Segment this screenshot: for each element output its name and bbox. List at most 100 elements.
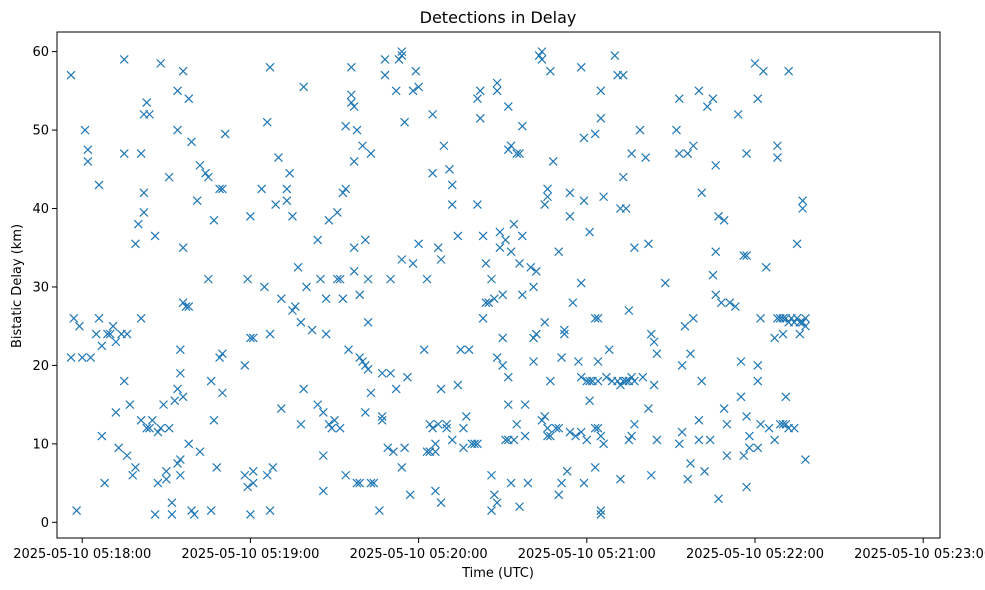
data-point xyxy=(313,235,323,245)
chart-title: Detections in Delay xyxy=(420,8,577,27)
data-point xyxy=(156,58,166,68)
data-point xyxy=(517,121,527,131)
data-point xyxy=(596,506,606,515)
data-point xyxy=(332,274,342,284)
data-point xyxy=(405,490,415,500)
data-point xyxy=(419,345,429,355)
data-point xyxy=(576,278,586,288)
data-point xyxy=(744,431,754,441)
data-point xyxy=(189,510,199,519)
data-point xyxy=(644,239,653,249)
data-point xyxy=(596,510,606,519)
data-point xyxy=(422,274,432,284)
data-point xyxy=(136,415,146,425)
data-point xyxy=(108,321,118,331)
data-point xyxy=(86,353,96,362)
data-point xyxy=(801,455,810,464)
data-point xyxy=(590,129,600,139)
data-point xyxy=(69,313,79,323)
data-point xyxy=(341,121,351,131)
data-point xyxy=(792,239,802,249)
data-point xyxy=(624,306,634,315)
data-point xyxy=(753,94,763,104)
data-point xyxy=(374,506,384,515)
data-point xyxy=(175,470,185,480)
data-point xyxy=(245,211,255,221)
data-point xyxy=(248,466,258,476)
data-point xyxy=(680,321,690,331)
data-point xyxy=(506,478,516,488)
data-point xyxy=(114,443,124,453)
data-point xyxy=(778,419,788,429)
data-point xyxy=(397,255,407,264)
data-point xyxy=(540,411,550,421)
data-point xyxy=(509,219,519,229)
data-point xyxy=(503,372,513,382)
data-point xyxy=(288,211,297,221)
data-point xyxy=(262,470,272,480)
data-point xyxy=(627,431,637,441)
data-point xyxy=(377,411,387,421)
data-point xyxy=(475,113,485,123)
data-point xyxy=(686,349,695,359)
data-point xyxy=(248,333,258,343)
data-point xyxy=(178,392,188,402)
data-point xyxy=(492,353,502,362)
data-point xyxy=(122,451,132,461)
data-point xyxy=(688,141,698,151)
data-point xyxy=(184,302,194,311)
data-point xyxy=(119,149,129,159)
y-tick-label: 50 xyxy=(32,124,49,139)
data-point xyxy=(136,313,146,323)
data-point xyxy=(366,388,376,398)
data-point xyxy=(349,243,359,253)
data-point xyxy=(801,313,810,323)
data-point xyxy=(355,290,365,300)
data-point xyxy=(352,125,362,135)
data-point xyxy=(649,337,659,347)
data-point xyxy=(268,462,278,472)
data-point xyxy=(579,196,589,206)
data-point xyxy=(66,353,76,362)
data-point xyxy=(391,384,401,394)
data-point xyxy=(495,227,505,237)
data-point xyxy=(187,506,196,515)
data-point xyxy=(240,360,250,370)
data-point xyxy=(447,180,457,190)
data-point xyxy=(175,345,185,355)
data-point xyxy=(425,419,435,429)
data-point xyxy=(131,462,140,472)
data-point xyxy=(750,58,760,68)
data-point xyxy=(739,451,749,461)
data-point xyxy=(265,329,275,339)
y-tick-label: 10 xyxy=(32,437,49,452)
data-point xyxy=(408,259,418,268)
data-point xyxy=(386,274,396,284)
data-point xyxy=(501,235,510,245)
data-point xyxy=(178,298,188,308)
data-point xyxy=(433,419,443,429)
data-point xyxy=(363,317,373,327)
data-point xyxy=(282,196,292,206)
data-point xyxy=(722,451,732,461)
data-point xyxy=(139,208,149,217)
data-point xyxy=(178,66,188,76)
data-point xyxy=(94,180,104,190)
data-point xyxy=(338,294,348,304)
data-point xyxy=(478,231,488,241)
data-point xyxy=(173,384,182,394)
y-tick-label: 40 xyxy=(32,202,49,217)
data-point xyxy=(332,208,342,217)
data-point xyxy=(360,235,370,245)
data-point xyxy=(697,188,707,198)
data-point xyxy=(414,82,424,92)
data-point xyxy=(758,66,768,76)
data-point xyxy=(366,478,376,488)
data-point xyxy=(487,470,496,480)
x-tick-label: 2025-05-10 05:22:00 xyxy=(686,547,824,562)
data-point xyxy=(184,94,194,104)
data-point xyxy=(585,376,595,386)
data-point xyxy=(349,102,359,111)
data-point xyxy=(150,510,160,519)
data-point xyxy=(436,255,446,264)
